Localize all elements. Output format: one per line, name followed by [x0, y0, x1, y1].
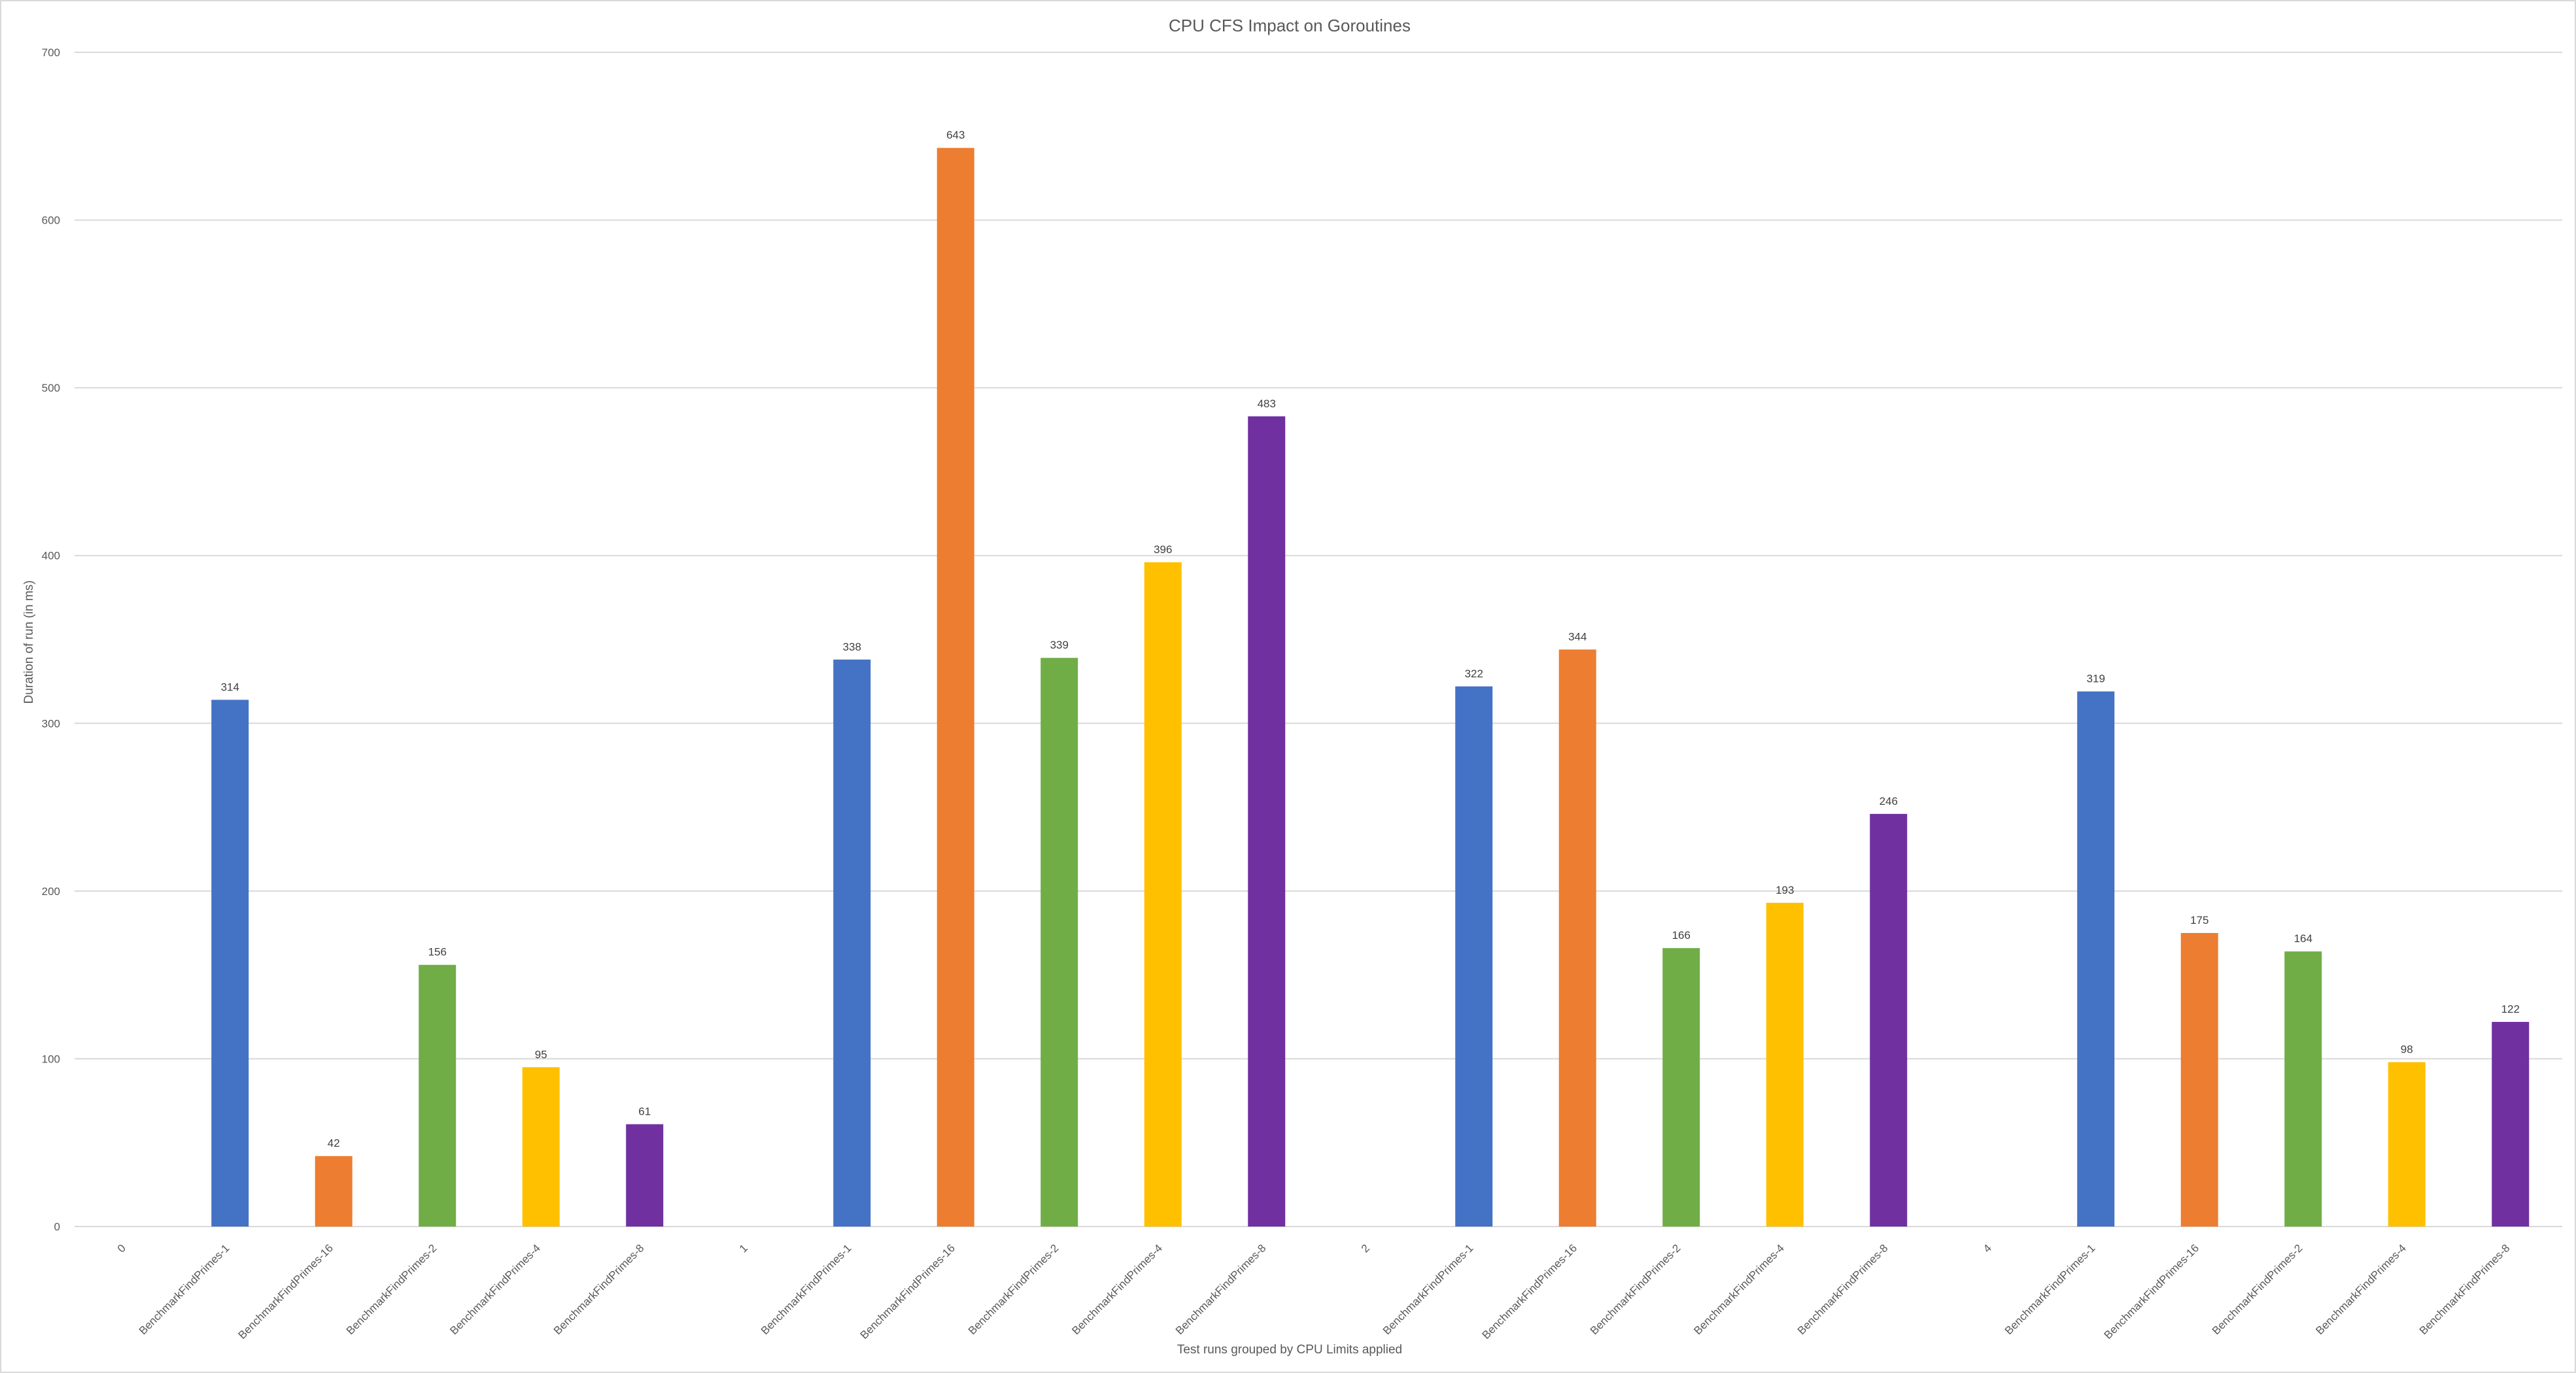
bar: [2492, 1021, 2530, 1227]
x-tick-label: BenchmarkFindPrimes-1: [2002, 1242, 2098, 1337]
x-tick-label: BenchmarkFindPrimes-16: [858, 1242, 957, 1341]
x-tick-label: BenchmarkFindPrimes-16: [1480, 1242, 1579, 1341]
data-label: 322: [1465, 668, 1483, 680]
y-axis-ticks: 0 100 200 300 400 500 600 700: [42, 46, 60, 1233]
y-tick-label: 300: [42, 717, 60, 730]
x-tick-label: BenchmarkFindPrimes-4: [1069, 1242, 1165, 1337]
data-label: 396: [1154, 543, 1172, 556]
x-tick-label: 4: [1981, 1242, 1994, 1255]
y-axis-title: Duration of run (in ms): [22, 580, 36, 703]
bar: [626, 1124, 664, 1227]
data-label: 338: [843, 641, 861, 653]
bar: [2388, 1062, 2426, 1227]
x-tick-label: BenchmarkFindPrimes-4: [2313, 1242, 2409, 1337]
y-tick-label: 200: [42, 885, 60, 898]
y-tick-label: 0: [54, 1221, 60, 1233]
data-label: 61: [638, 1105, 651, 1117]
x-tick-label: BenchmarkFindPrimes-2: [2210, 1242, 2305, 1337]
bar: [1455, 686, 1493, 1227]
data-label: 95: [535, 1048, 547, 1060]
x-tick-label: 1: [737, 1242, 750, 1255]
data-label: 344: [1568, 630, 1587, 643]
x-tick-label: BenchmarkFindPrimes-2: [966, 1242, 1061, 1337]
data-label: 319: [2087, 673, 2105, 685]
x-tick-label: BenchmarkFindPrimes-8: [1173, 1242, 1269, 1337]
x-axis-title: Test runs grouped by CPU Limits applied: [1177, 1343, 1402, 1357]
y-tick-label: 700: [42, 46, 60, 59]
data-label: 164: [2294, 932, 2312, 945]
bar: [2077, 691, 2115, 1227]
data-label: 193: [1776, 884, 1794, 896]
bar: [315, 1156, 352, 1227]
bar: [1766, 902, 1804, 1227]
bar: [522, 1067, 560, 1227]
data-label: 483: [1258, 398, 1276, 410]
data-label: 166: [1672, 929, 1691, 941]
bar: [833, 659, 871, 1227]
data-label: 156: [428, 946, 447, 958]
x-tick-label: BenchmarkFindPrimes-16: [236, 1242, 335, 1341]
y-tick-label: 400: [42, 550, 60, 562]
y-tick-label: 500: [42, 382, 60, 394]
bar: [419, 964, 456, 1227]
chart-title: CPU CFS Impact on Goroutines: [1169, 16, 1411, 35]
x-tick-label: 0: [115, 1242, 128, 1255]
data-label: 175: [2190, 914, 2208, 926]
x-tick-label: BenchmarkFindPrimes-1: [759, 1242, 854, 1337]
bar: [1040, 658, 1078, 1227]
bar: [1558, 649, 1596, 1227]
x-tick-label: BenchmarkFindPrimes-1: [1381, 1242, 1476, 1337]
data-label: 314: [221, 681, 239, 693]
gridlines: [75, 52, 2562, 1227]
x-tick-label: BenchmarkFindPrimes-8: [551, 1242, 647, 1337]
data-label: 339: [1050, 639, 1069, 651]
bar: [1870, 813, 1908, 1227]
x-tick-label: BenchmarkFindPrimes-1: [137, 1242, 232, 1337]
data-label: 122: [2501, 1003, 2520, 1015]
y-tick-label: 600: [42, 214, 60, 227]
data-label: 246: [1880, 795, 1898, 807]
bar: [2284, 951, 2322, 1227]
data-labels: 314 42 156 95 61 338 643 339 396 483 322 344 166 193 2…: [221, 129, 2520, 1149]
x-tick-label: BenchmarkFindPrimes-8: [2417, 1242, 2513, 1337]
bar: [211, 700, 249, 1227]
bars: [211, 148, 2530, 1227]
x-tick-label: BenchmarkFindPrimes-16: [2102, 1242, 2201, 1341]
x-tick-label: BenchmarkFindPrimes-4: [447, 1242, 543, 1337]
x-tick-label: BenchmarkFindPrimes-4: [1691, 1242, 1787, 1337]
bar: [2180, 933, 2218, 1227]
bar: [1662, 948, 1700, 1227]
bar: [936, 148, 974, 1227]
x-tick-label: 2: [1359, 1242, 1372, 1255]
x-tick-label: BenchmarkFindPrimes-2: [344, 1242, 439, 1337]
x-tick-label: BenchmarkFindPrimes-2: [1588, 1242, 1683, 1337]
x-tick-label: BenchmarkFindPrimes-8: [1795, 1242, 1891, 1337]
x-axis-ticks: 0 BenchmarkFindPrimes-1 BenchmarkFindPrime…: [115, 1242, 2513, 1341]
bar: [1248, 416, 1286, 1227]
y-tick-label: 100: [42, 1053, 60, 1065]
data-label: 98: [2401, 1043, 2413, 1056]
data-label: 42: [328, 1137, 340, 1149]
bar: [1144, 562, 1182, 1227]
data-label: 643: [946, 129, 965, 141]
